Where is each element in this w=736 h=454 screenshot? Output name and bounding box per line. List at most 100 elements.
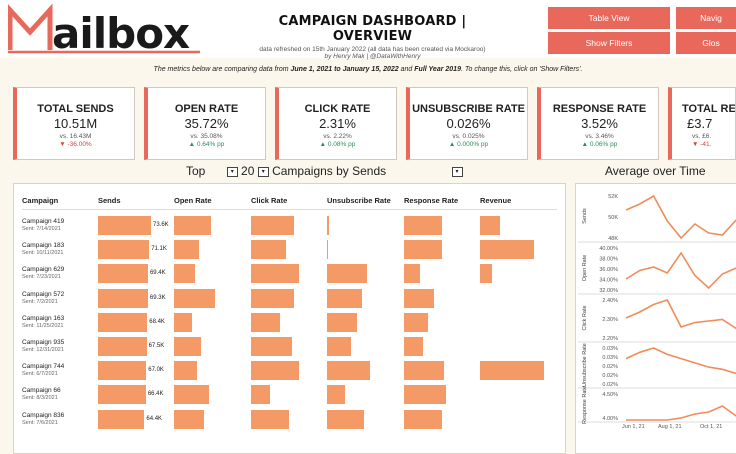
kpi-unsubscribe-rate: UNSUBSCRIBE RATE 0.026% vs. 0.025% ▲ 0.0… xyxy=(406,87,528,160)
bar-response-rate[interactable] xyxy=(404,337,424,356)
campaign-sent-date: Sent: 7/6/2021 xyxy=(22,419,58,426)
bar-unsubscribe-rate[interactable] xyxy=(327,337,351,356)
trend-charts: Sends 52K 50K 48K Open Rate 40.00% 38.00% 36.00… xyxy=(578,194,736,430)
top-n-dropdown[interactable]: ▾ xyxy=(257,166,269,177)
campaign-sent-date: Sent: 8/3/2021 xyxy=(22,395,58,402)
bar-revenue[interactable] xyxy=(480,264,492,284)
col-open-rate[interactable]: Open Rate xyxy=(174,196,212,205)
bar-click-rate[interactable] xyxy=(251,361,299,381)
bar-sends[interactable] xyxy=(98,361,147,381)
col-campaign[interactable]: Campaign xyxy=(22,196,59,205)
col-unsubscribe-rate[interactable]: Unsubscribe Rate xyxy=(327,196,391,205)
bar-sends[interactable] xyxy=(98,385,146,405)
col-revenue[interactable]: Revenue xyxy=(480,196,512,205)
y-tick-label: 2.40% xyxy=(602,298,618,304)
bar-open-rate[interactable] xyxy=(174,216,212,235)
navigation-button[interactable]: Navig xyxy=(676,7,736,29)
bar-open-rate[interactable] xyxy=(174,337,201,356)
bar-unsubscribe-rate[interactable] xyxy=(327,288,362,308)
bar-sends[interactable] xyxy=(98,216,151,235)
glossary-button[interactable]: Glos xyxy=(676,32,736,54)
trend-line[interactable] xyxy=(625,347,736,380)
top-decrement-dropdown[interactable]: ▾ xyxy=(226,166,238,177)
campaign-name[interactable]: Campaign 183 xyxy=(22,242,65,250)
trend-panel-click-rate: Click Rate 2.40% 2.30% 2.20% xyxy=(578,298,736,343)
campaign-name[interactable]: Campaign 572 xyxy=(22,290,65,298)
y-tick-label: 34.00% xyxy=(599,278,618,284)
bar-open-rate[interactable] xyxy=(174,361,197,381)
bar-click-rate[interactable] xyxy=(251,240,286,260)
table-view-button[interactable]: Table View xyxy=(548,7,670,29)
trend-line[interactable] xyxy=(625,194,736,240)
trend-panel-unsubscribe-rate: Unsubscribe Rate 0.03% 0.03% 0.02% 0.02% 0.02… xyxy=(578,343,736,389)
y-tick-label: 36.00% xyxy=(599,267,618,273)
logo-text: ailbox xyxy=(52,9,190,54)
bar-response-rate[interactable] xyxy=(404,312,428,332)
bar-open-rate[interactable] xyxy=(174,264,195,284)
bar-sends[interactable] xyxy=(98,264,148,284)
kpi-response-rate: RESPONSE RATE 3.52% vs. 3.46% ▲ 0.06% pp xyxy=(537,87,659,160)
y-tick-label: 2.20% xyxy=(602,336,618,342)
campaign-name[interactable]: Campaign 744 xyxy=(22,363,65,371)
bar-sends[interactable] xyxy=(98,240,150,260)
y-tick-label: 0.03% xyxy=(602,355,618,361)
sends-value-label: 67.5K xyxy=(148,343,165,349)
bar-unsubscribe-rate[interactable] xyxy=(327,264,367,284)
y-tick-label: 50K xyxy=(608,215,618,221)
y-tick-label: 38.00% xyxy=(599,257,618,263)
bar-click-rate[interactable] xyxy=(251,216,295,235)
trend-line[interactable] xyxy=(625,251,736,290)
bar-click-rate[interactable] xyxy=(251,409,290,429)
campaigns-title: Campaigns by Sends xyxy=(272,164,387,178)
campaign-name[interactable]: Campaign 935 xyxy=(22,339,65,346)
show-filters-button[interactable]: Show Filters xyxy=(548,32,670,54)
x-tick-label: Jun 1, 21 xyxy=(622,424,645,430)
sends-value-label: 67.0K xyxy=(148,367,164,374)
metric-dropdown[interactable]: ▾ xyxy=(451,166,463,177)
bar-click-rate[interactable] xyxy=(251,264,299,284)
bar-click-rate[interactable] xyxy=(251,312,280,332)
bar-response-rate[interactable] xyxy=(404,385,446,405)
campaign-sent-date: Sent: 7/23/2021 xyxy=(22,274,61,281)
kpi-total-revenue: TOTAL RE £3.7 vs. £6. ▼ -41. xyxy=(668,87,736,160)
bar-click-rate[interactable] xyxy=(251,337,292,356)
bar-open-rate[interactable] xyxy=(174,312,192,332)
bar-open-rate[interactable] xyxy=(174,240,200,260)
bar-unsubscribe-rate[interactable] xyxy=(327,409,365,429)
campaign-name[interactable]: Campaign 629 xyxy=(22,266,65,274)
bar-click-rate[interactable] xyxy=(251,288,295,308)
bar-response-rate[interactable] xyxy=(404,288,434,308)
bar-unsubscribe-rate[interactable] xyxy=(327,312,357,332)
bar-response-rate[interactable] xyxy=(404,361,444,381)
average-over-time-title: Average over Time xyxy=(605,164,706,178)
comparison-range: Full Year 2019 xyxy=(414,66,461,73)
bar-click-rate[interactable] xyxy=(251,385,271,405)
bar-response-rate[interactable] xyxy=(404,216,443,235)
trend-line[interactable] xyxy=(625,299,736,330)
bar-response-rate[interactable] xyxy=(404,264,420,284)
bar-open-rate[interactable] xyxy=(174,409,204,429)
bar-open-rate[interactable] xyxy=(174,385,209,405)
bar-revenue[interactable] xyxy=(480,361,544,381)
trend-line[interactable] xyxy=(626,405,736,421)
bar-unsubscribe-rate[interactable] xyxy=(327,240,329,260)
bar-sends[interactable] xyxy=(98,288,148,308)
campaign-name[interactable]: Campaign 163 xyxy=(22,314,65,322)
bar-revenue[interactable] xyxy=(480,216,501,235)
bar-response-rate[interactable] xyxy=(404,409,443,429)
col-response-rate[interactable]: Response Rate xyxy=(404,196,459,205)
bar-sends[interactable] xyxy=(98,312,148,332)
campaign-name[interactable]: Campaign 419 xyxy=(22,218,65,225)
bar-unsubscribe-rate[interactable] xyxy=(327,361,371,381)
col-sends[interactable]: Sends xyxy=(98,196,121,205)
bar-sends[interactable] xyxy=(98,337,147,356)
bar-revenue[interactable] xyxy=(480,240,535,260)
col-click-rate[interactable]: Click Rate xyxy=(251,196,288,205)
bar-sends[interactable] xyxy=(98,409,145,429)
bar-open-rate[interactable] xyxy=(174,288,215,308)
bar-unsubscribe-rate[interactable] xyxy=(327,216,329,235)
campaign-name[interactable]: Campaign 66 xyxy=(22,387,61,395)
bar-unsubscribe-rate[interactable] xyxy=(327,385,345,405)
campaign-name[interactable]: Campaign 836 xyxy=(22,411,65,419)
bar-response-rate[interactable] xyxy=(404,240,443,260)
